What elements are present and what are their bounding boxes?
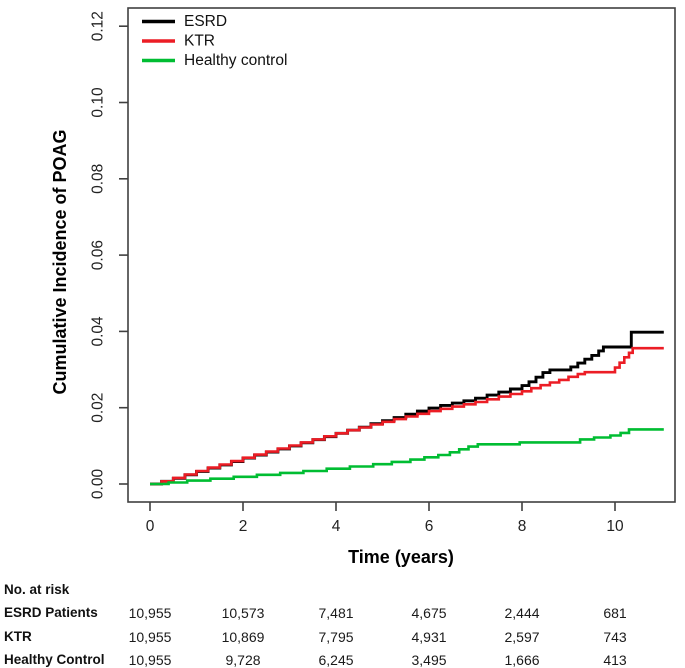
risk-table-header: No. at risk	[4, 582, 70, 597]
x-tick-label: 8	[518, 518, 527, 535]
risk-count-value: 3,495	[411, 652, 447, 668]
risk-count-value: 10,955	[128, 628, 172, 645]
risk-table-row: ESRD Patients 10,955 10,573 7,481 4,675 2,444…	[0, 605, 685, 625]
x-tick-label: 6	[425, 518, 434, 535]
legend-label-ktr: KTR	[184, 33, 215, 50]
y-tick-label: 0.12	[90, 11, 107, 41]
y-tick-label: 0.10	[90, 87, 107, 118]
risk-count-value: 743	[603, 628, 627, 645]
risk-count-value: 10,869	[221, 628, 265, 645]
curve-ktr	[150, 346, 664, 486]
risk-row-label: KTR	[4, 628, 32, 644]
survival-curves	[150, 330, 664, 486]
risk-count-value: 9,728	[225, 652, 261, 668]
risk-count-value: 681	[603, 605, 627, 621]
y-axis-title: Cumulative Incidence of POAG	[50, 129, 70, 394]
number-at-risk-table: No. at risk ESRD Patients 10,955 10,573 7,4…	[0, 578, 685, 668]
risk-count-value: 2,444	[504, 605, 540, 621]
risk-count-value: 10,955	[128, 605, 172, 621]
x-axis-title: Time (years)	[348, 547, 454, 567]
plot-area-border	[127, 7, 676, 503]
x-tick-label: 0	[146, 518, 155, 535]
risk-count-value: 1,666	[504, 652, 540, 668]
legend-label-esrd: ESRD	[184, 13, 227, 30]
risk-row-label: ESRD Patients	[4, 605, 98, 620]
y-tick-label: 0.04	[90, 316, 107, 347]
cumulative-incidence-chart: 0.00 0.02 0.04 0.06 0.08 0.10 0.12 0 2 4 6 8 10 Cum…	[50, 7, 676, 567]
x-tick-label: 4	[332, 518, 341, 535]
y-tick-label: 0.02	[90, 393, 107, 423]
risk-row-label: Healthy Control	[4, 652, 105, 668]
risk-count-value: 413	[603, 652, 627, 668]
risk-count-value: 7,481	[318, 605, 354, 621]
x-tick-label: 10	[606, 518, 624, 535]
risk-count-value: 7,795	[318, 628, 354, 645]
y-tick-label: 0.00	[90, 469, 107, 500]
risk-count-value: 2,597	[504, 628, 540, 645]
legend: ESRD KTR Healthy control	[142, 13, 287, 69]
x-axis-ticks: 0 2 4 6 8 10	[146, 502, 624, 535]
risk-table-row: Healthy Control 10,955 9,728 6,245 3,495 1,66…	[0, 652, 685, 668]
risk-count-value: 4,675	[411, 605, 447, 621]
risk-count-value: 10,955	[128, 652, 172, 668]
x-tick-label: 2	[239, 518, 248, 535]
curve-healthy-control	[150, 428, 664, 486]
y-tick-label: 0.06	[90, 240, 107, 270]
risk-count-value: 6,245	[318, 652, 354, 668]
risk-count-value: 4,931	[411, 628, 447, 645]
risk-count-value: 10,573	[221, 605, 265, 621]
risk-table-row: KTR 10,955 10,869 7,795 4,931 2,597 743	[0, 629, 685, 649]
y-tick-label: 0.08	[90, 164, 107, 194]
legend-label-healthy-control: Healthy control	[184, 52, 287, 69]
y-axis-ticks: 0.00 0.02 0.04 0.06 0.08 0.10 0.12	[90, 11, 128, 500]
